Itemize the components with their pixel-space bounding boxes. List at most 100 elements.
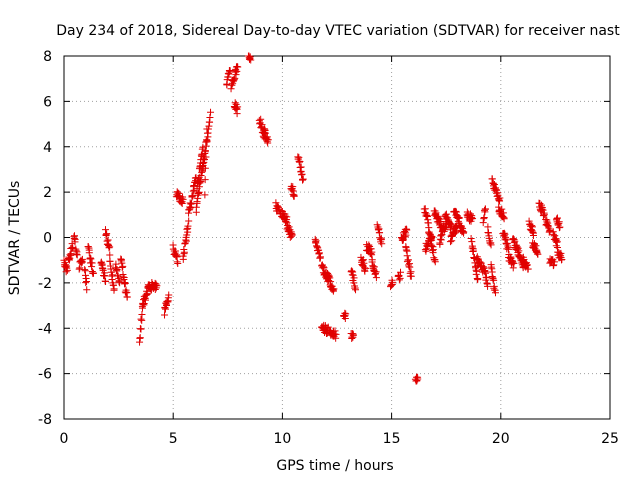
data-point bbox=[352, 286, 360, 294]
data-point bbox=[206, 114, 214, 122]
data-point bbox=[349, 268, 357, 276]
data-point bbox=[162, 305, 170, 313]
y-tick-label: -2 bbox=[38, 276, 52, 292]
data-point bbox=[179, 195, 187, 203]
data-point bbox=[319, 263, 327, 271]
data-point bbox=[247, 56, 255, 64]
data-point bbox=[172, 252, 180, 260]
data-point bbox=[97, 258, 105, 266]
data-point bbox=[402, 231, 410, 239]
data-point bbox=[233, 110, 241, 118]
data-point bbox=[195, 173, 203, 181]
data-point bbox=[233, 62, 241, 70]
data-point bbox=[202, 153, 210, 161]
data-point bbox=[258, 121, 266, 129]
data-point bbox=[442, 210, 450, 218]
x-tick-label: 0 bbox=[60, 431, 69, 447]
data-point bbox=[469, 247, 477, 255]
data-point bbox=[106, 257, 114, 265]
data-point bbox=[553, 214, 561, 222]
data-point bbox=[151, 285, 159, 293]
data-point bbox=[331, 327, 339, 335]
data-point bbox=[85, 249, 93, 257]
data-point bbox=[139, 300, 147, 308]
data-point bbox=[283, 213, 291, 221]
data-point bbox=[173, 258, 181, 266]
data-point bbox=[65, 255, 73, 263]
data-point bbox=[201, 164, 209, 172]
data-point bbox=[234, 103, 242, 111]
data-point bbox=[427, 235, 435, 243]
data-point bbox=[106, 251, 114, 259]
data-point bbox=[413, 376, 421, 384]
data-point bbox=[395, 276, 403, 284]
chart-title: Day 234 of 2018, Sidereal Day-to-day VTE… bbox=[56, 23, 620, 39]
data-point bbox=[117, 255, 125, 263]
data-point bbox=[201, 191, 209, 199]
data-point bbox=[555, 218, 563, 226]
data-point bbox=[203, 137, 211, 145]
data-point bbox=[182, 237, 190, 245]
data-point bbox=[118, 264, 126, 272]
data-point bbox=[368, 248, 376, 256]
data-point bbox=[109, 271, 117, 279]
data-point bbox=[187, 200, 195, 208]
data-point bbox=[63, 266, 71, 274]
data-point bbox=[546, 226, 554, 234]
data-point bbox=[68, 243, 76, 251]
data-point bbox=[203, 125, 211, 133]
data-point bbox=[71, 235, 79, 243]
data-point bbox=[504, 245, 512, 253]
data-point bbox=[429, 246, 437, 254]
data-point bbox=[555, 224, 563, 232]
data-point bbox=[185, 217, 193, 225]
data-point bbox=[190, 186, 198, 194]
data-point bbox=[550, 258, 558, 266]
data-point bbox=[201, 147, 209, 155]
data-point bbox=[342, 310, 350, 318]
data-point bbox=[407, 272, 415, 280]
data-point bbox=[553, 238, 561, 246]
data-point bbox=[437, 217, 445, 225]
data-point bbox=[509, 258, 517, 266]
data-point bbox=[487, 241, 495, 249]
data-point bbox=[496, 194, 504, 202]
data-point bbox=[524, 265, 532, 273]
data-point bbox=[491, 289, 499, 297]
y-tick-label: -8 bbox=[38, 412, 52, 428]
data-point bbox=[499, 209, 507, 217]
data-point bbox=[113, 266, 121, 274]
data-point bbox=[193, 185, 201, 193]
data-point bbox=[371, 269, 379, 277]
data-point bbox=[388, 278, 396, 286]
data-point bbox=[436, 240, 444, 248]
data-point bbox=[403, 226, 411, 234]
data-point bbox=[179, 255, 187, 263]
data-point bbox=[193, 199, 201, 207]
data-point bbox=[207, 108, 215, 116]
data-point bbox=[540, 211, 548, 219]
data-point bbox=[488, 175, 496, 183]
data-point bbox=[231, 74, 239, 82]
data-point bbox=[106, 243, 114, 251]
data-point bbox=[414, 375, 422, 383]
data-point bbox=[123, 293, 131, 301]
y-tick-label: -4 bbox=[38, 321, 52, 337]
data-point bbox=[138, 311, 146, 319]
data-point bbox=[183, 225, 191, 233]
data-point bbox=[446, 238, 454, 246]
data-point bbox=[447, 220, 455, 228]
data-point bbox=[105, 244, 113, 252]
data-point bbox=[552, 235, 560, 243]
data-point bbox=[421, 205, 429, 213]
data-point bbox=[359, 256, 367, 264]
data-point bbox=[161, 311, 169, 319]
data-point bbox=[482, 269, 490, 277]
data-point bbox=[368, 256, 376, 264]
data-point bbox=[558, 256, 566, 264]
data-point bbox=[378, 240, 386, 248]
data-point bbox=[532, 242, 540, 250]
data-point bbox=[529, 228, 537, 236]
data-point bbox=[81, 266, 89, 274]
data-point bbox=[528, 222, 536, 230]
